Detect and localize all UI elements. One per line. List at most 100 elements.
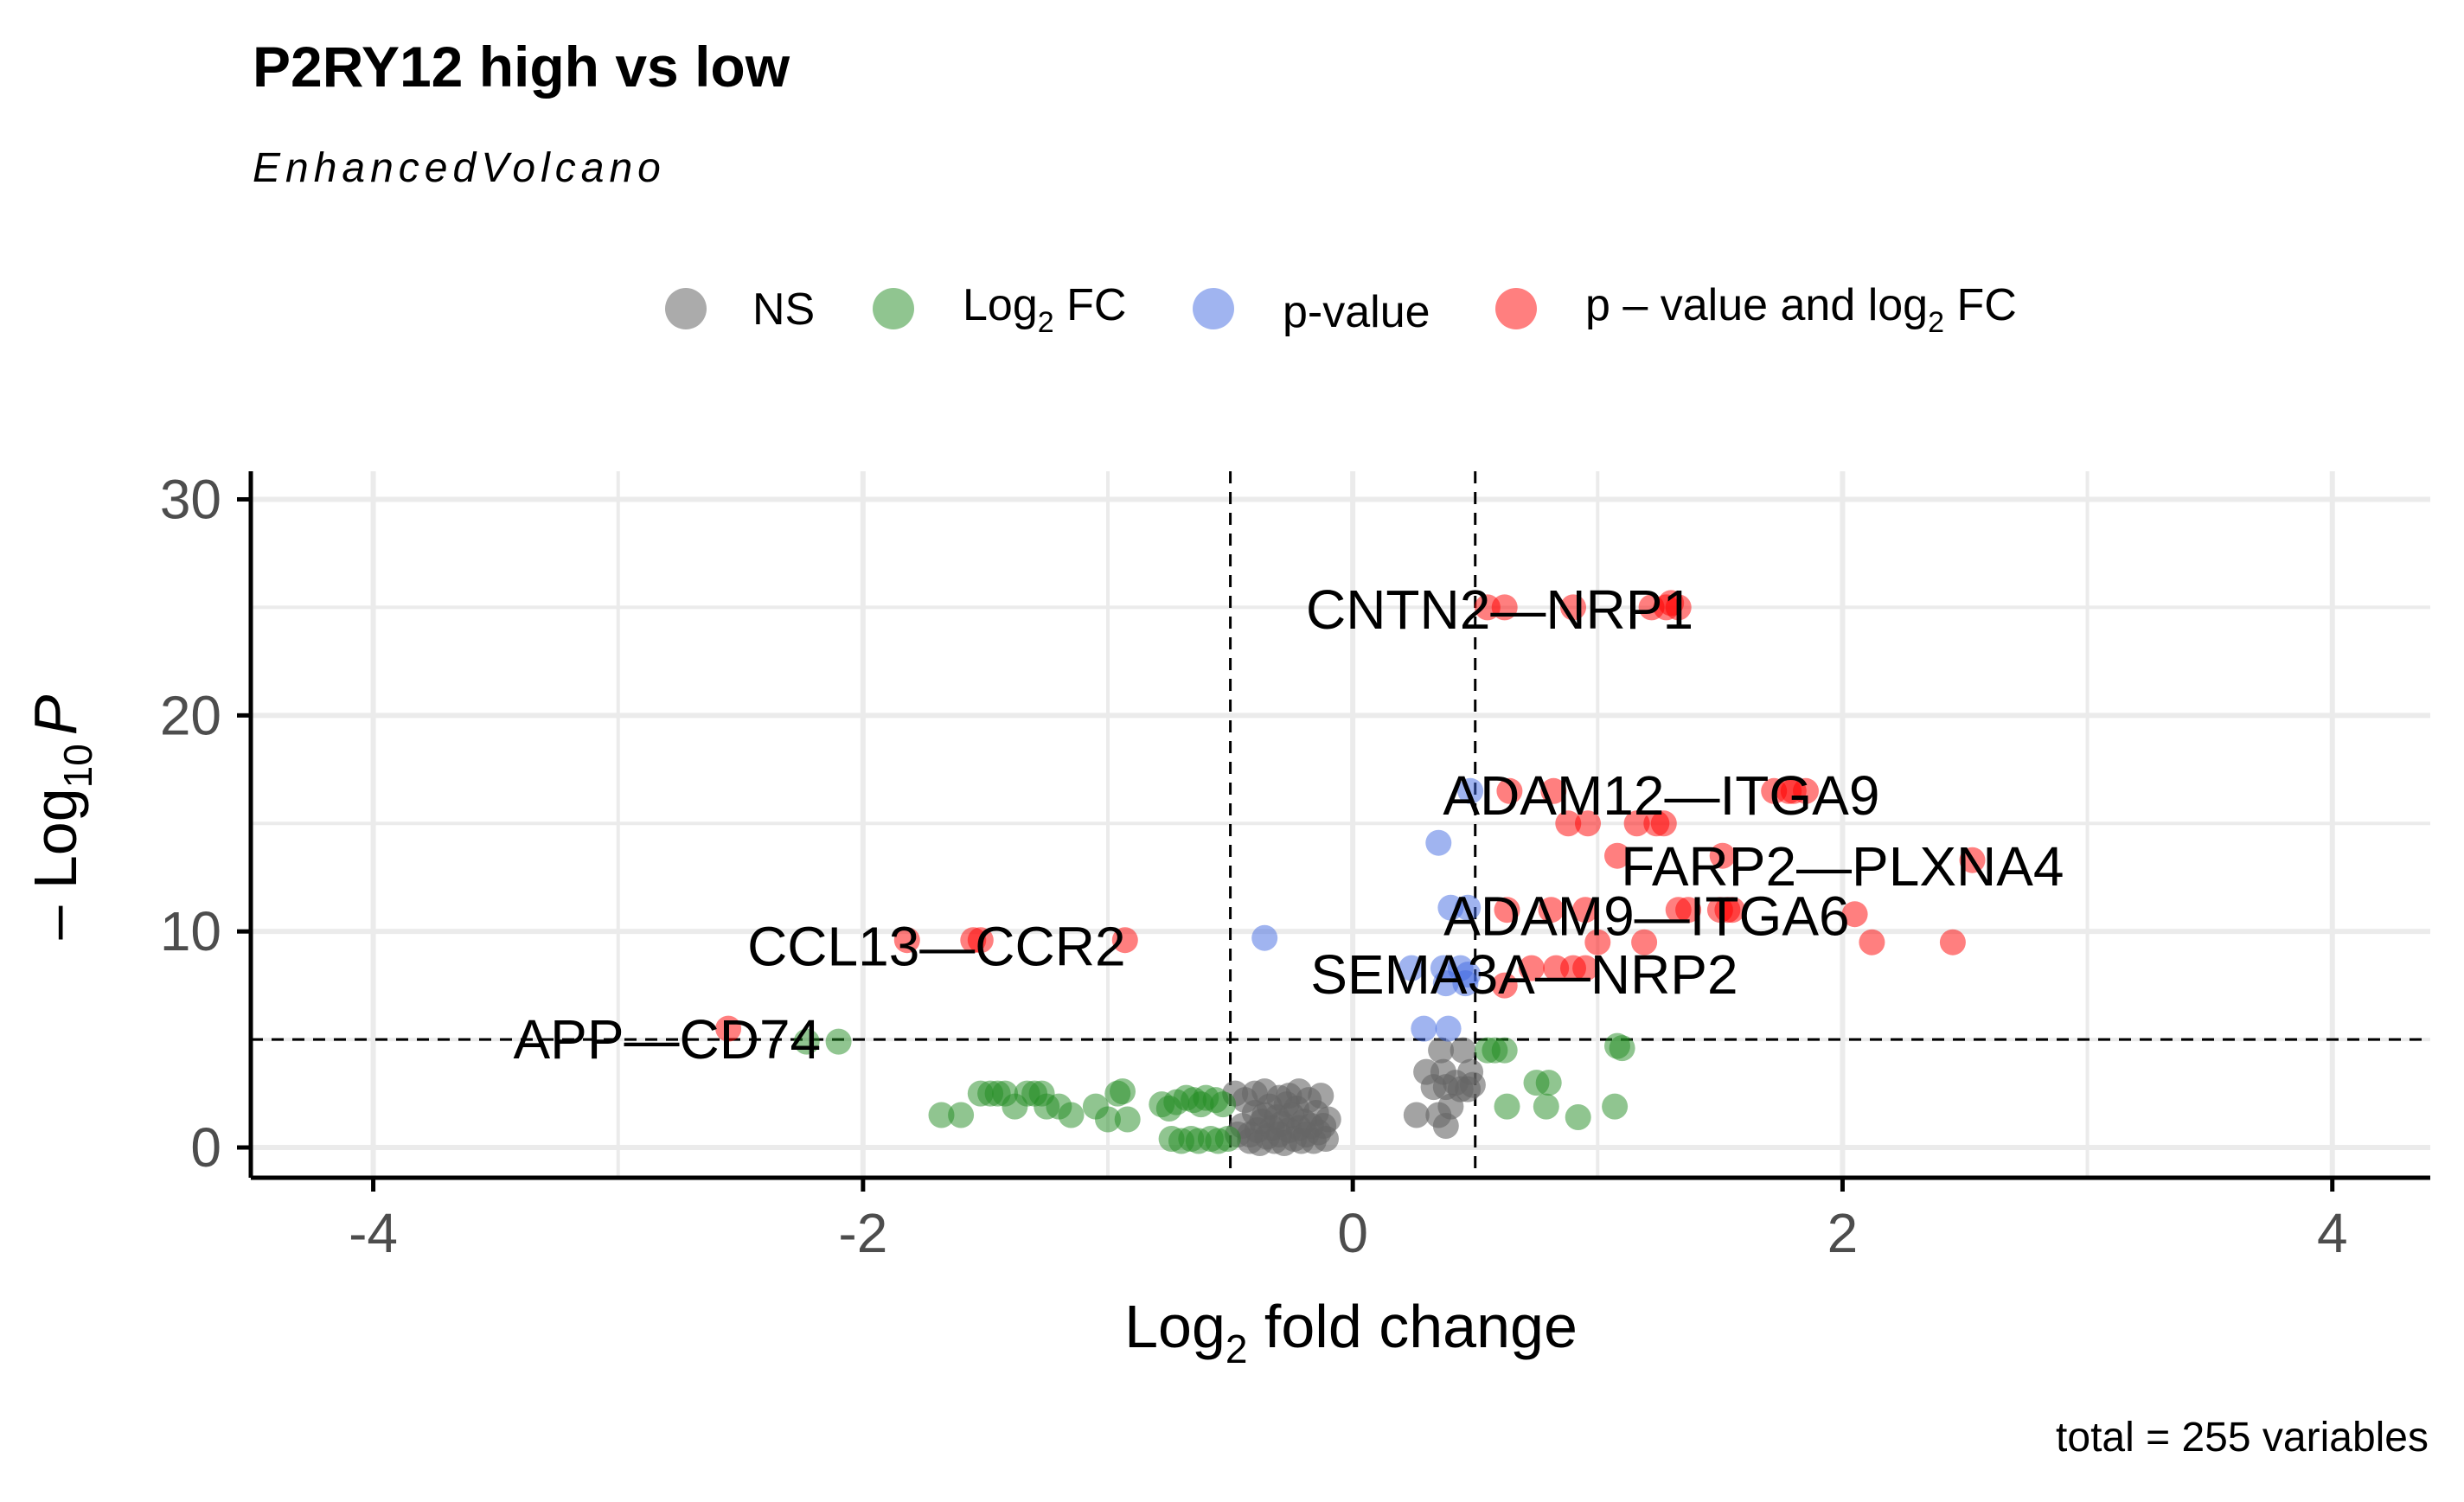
y-axis-title-main: – Log bbox=[22, 788, 89, 939]
y-tick-label: 10 bbox=[160, 900, 221, 962]
data-point-fc bbox=[1602, 1093, 1629, 1120]
caption: total = 255 variables bbox=[2056, 1415, 2429, 1460]
legend-label-fc-main: Log bbox=[963, 280, 1038, 330]
data-point-both bbox=[1959, 847, 1986, 873]
data-point-p bbox=[1455, 894, 1482, 921]
data-point-fc bbox=[948, 1102, 975, 1128]
legend-key-ns bbox=[665, 288, 707, 329]
legend-label-ns: NS bbox=[752, 284, 815, 335]
data-point-both bbox=[1604, 842, 1630, 869]
chart-title: P2RY12 high vs low bbox=[253, 35, 790, 99]
data-point-fc bbox=[1058, 1102, 1085, 1128]
data-point-fc bbox=[1110, 1078, 1136, 1105]
data-point-both bbox=[1841, 901, 1868, 928]
data-point-ns bbox=[1428, 1037, 1455, 1064]
data-point-both bbox=[967, 927, 994, 954]
y-axis-title-p: P bbox=[22, 694, 89, 735]
point-labels: CNTN2—NRP1 ADAM12—ITGA9 FARP2—PLXNA4ADAM9—… bbox=[513, 578, 2064, 1071]
grid bbox=[251, 471, 2430, 1178]
data-point-ns bbox=[1459, 1071, 1486, 1098]
data-point-p bbox=[1457, 777, 1484, 804]
point-label: ADAM12—ITGA9 bbox=[1443, 764, 1879, 827]
data-point-both bbox=[1575, 810, 1601, 837]
data-point-ns bbox=[1313, 1126, 1339, 1152]
x-tick-label: -2 bbox=[838, 1202, 887, 1264]
x-tick-label: 0 bbox=[1337, 1202, 1368, 1264]
data-point-p bbox=[1411, 1015, 1437, 1042]
point-label: FARP2—PLXNA4 bbox=[1621, 835, 2064, 898]
data-point-both bbox=[1709, 842, 1736, 869]
data-point-ns bbox=[1403, 1102, 1430, 1128]
data-point-both bbox=[1658, 590, 1685, 617]
data-point-ns bbox=[1432, 1113, 1459, 1139]
x-axis-title-main: Log bbox=[1124, 1293, 1226, 1360]
data-point-both bbox=[1560, 594, 1586, 621]
data-point-ns bbox=[1276, 1083, 1302, 1109]
point-label: APP—CD74 bbox=[513, 1008, 821, 1071]
data-point-fc bbox=[1214, 1126, 1241, 1152]
legend-label-both-rest: FC bbox=[1944, 280, 2017, 330]
data-point-both bbox=[1572, 897, 1599, 924]
data-point-both bbox=[1540, 777, 1567, 804]
legend-label-fc-rest: FC bbox=[1054, 280, 1127, 330]
x-axis-title: Log2 fold change bbox=[1124, 1293, 1578, 1371]
data-point-p bbox=[1452, 970, 1479, 997]
data-point-both bbox=[1675, 897, 1702, 924]
legend-label-p: p-value bbox=[1283, 287, 1430, 337]
chart-subtitle: EnhancedVolcano bbox=[253, 145, 666, 191]
data-point-fc bbox=[1609, 1035, 1635, 1062]
y-tick-label: 20 bbox=[160, 684, 221, 746]
point-label: ADAM9—ITGA6 bbox=[1443, 885, 1849, 948]
data-point-both bbox=[1491, 972, 1518, 999]
point-label: CCL13—CCR2 bbox=[747, 916, 1125, 978]
x-tick-label: 4 bbox=[2317, 1202, 2348, 1264]
data-point-both bbox=[1538, 897, 1565, 924]
data-point-p bbox=[1425, 829, 1452, 856]
data-point-fc bbox=[1535, 1070, 1562, 1096]
data-point-fc bbox=[825, 1028, 852, 1055]
data-point-ns bbox=[1308, 1083, 1334, 1109]
data-point-both bbox=[1719, 897, 1745, 924]
data-point-both bbox=[1518, 955, 1545, 981]
legend-key-fc bbox=[873, 288, 914, 329]
data-point-fc bbox=[793, 1028, 820, 1055]
data-point-fc bbox=[1491, 1037, 1518, 1064]
x-tick-label: 2 bbox=[1827, 1202, 1859, 1264]
point-label: CNTN2—NRP1 bbox=[1306, 578, 1693, 641]
legend: NS Log2 FC p-value p – value and log2 FC bbox=[665, 280, 2017, 339]
data-point-ns bbox=[1450, 1037, 1476, 1064]
data-point-fc bbox=[1533, 1093, 1559, 1120]
data-point-ns bbox=[1251, 1102, 1278, 1128]
data-point-fc bbox=[1114, 1106, 1141, 1133]
legend-key-both bbox=[1495, 288, 1537, 329]
data-point-both bbox=[893, 927, 920, 954]
data-point-p bbox=[1251, 924, 1278, 951]
data-points bbox=[715, 590, 1986, 1156]
y-axis-title-sub: 10 bbox=[55, 744, 100, 788]
data-point-fc bbox=[1210, 1091, 1237, 1118]
data-point-both bbox=[1623, 810, 1650, 837]
data-point-both bbox=[1939, 929, 1966, 956]
y-tick-label: 0 bbox=[190, 1116, 221, 1179]
x-tick-label: -4 bbox=[349, 1202, 398, 1264]
axes: -4 -2 0 2 4 0 10 20 30 bbox=[160, 468, 2430, 1264]
legend-key-p bbox=[1193, 288, 1234, 329]
data-point-both bbox=[715, 1015, 742, 1042]
legend-label-both: p – value and log2 FC bbox=[1585, 280, 2017, 339]
data-point-both bbox=[1496, 777, 1523, 804]
data-point-ns bbox=[1237, 1122, 1264, 1147]
y-axis-title: – Log10 P bbox=[22, 694, 100, 939]
point-label: SEMA3A—NRP2 bbox=[1310, 943, 1738, 1006]
data-point-both bbox=[1631, 929, 1658, 956]
legend-label-both-sub: 2 bbox=[1928, 306, 1944, 339]
data-point-both bbox=[1555, 810, 1582, 837]
data-point-both bbox=[1584, 929, 1611, 956]
data-point-both bbox=[1491, 594, 1518, 621]
data-point-fc bbox=[1565, 1104, 1591, 1130]
data-point-p bbox=[1398, 955, 1425, 981]
data-point-both bbox=[1494, 897, 1520, 924]
legend-label-both-main: p – value and log bbox=[1585, 280, 1928, 330]
legend-label-fc-sub: 2 bbox=[1038, 306, 1054, 339]
data-point-both bbox=[1111, 927, 1138, 954]
